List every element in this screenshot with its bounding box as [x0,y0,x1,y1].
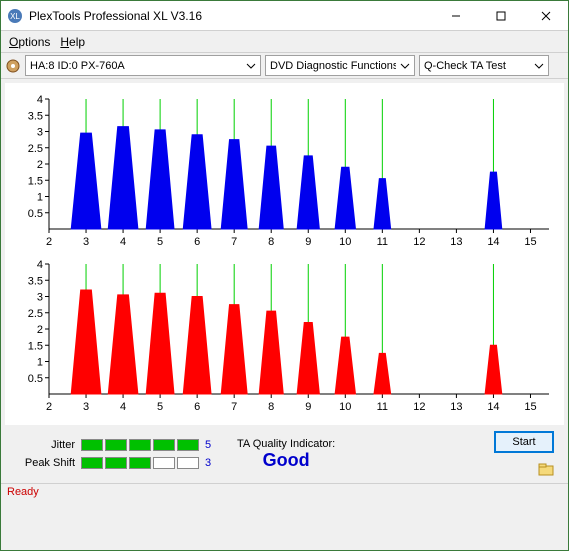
meter-segment [81,457,103,469]
bottom-chart: 0.5 1 1.5 2 2.5 3 3.5 4 2 3 4 5 6 7 8 9 10 11 12 13 14 15 [15,256,555,421]
close-button[interactable] [523,1,568,31]
quality-indicator: TA Quality Indicator: Good [237,438,335,471]
svg-text:2: 2 [37,159,43,171]
svg-text:3: 3 [37,292,43,304]
minimize-button[interactable] [433,1,478,31]
menu-options[interactable]: Options [9,35,50,49]
svg-text:3: 3 [83,236,89,248]
svg-text:13: 13 [450,401,462,413]
menubar: Options Help [1,31,568,53]
statusbar: Ready [1,483,568,503]
svg-text:1: 1 [37,192,43,204]
svg-text:10: 10 [339,401,351,413]
svg-text:4: 4 [37,94,43,106]
svg-text:14: 14 [487,401,499,413]
svg-text:2.5: 2.5 [28,143,43,155]
menu-help[interactable]: Help [60,35,85,49]
maximize-button[interactable] [478,1,523,31]
meter-segment [105,439,127,451]
test-select[interactable]: Q-Check TA Test [419,55,549,76]
jitter-meter: Jitter 5 [15,439,217,451]
svg-text:4: 4 [37,259,43,271]
svg-text:10: 10 [339,236,351,248]
drive-icon [5,58,21,74]
svg-text:3: 3 [37,127,43,139]
svg-text:3: 3 [83,401,89,413]
svg-text:9: 9 [305,236,311,248]
svg-text:4: 4 [120,401,126,413]
svg-text:0.5: 0.5 [28,208,43,220]
svg-text:7: 7 [231,401,237,413]
toolbar: HA:8 ID:0 PX-760A DVD Diagnostic Functio… [1,53,568,79]
app-icon: XL [7,8,23,24]
meter-segment [153,439,175,451]
svg-text:8: 8 [268,401,274,413]
svg-text:15: 15 [524,236,536,248]
peakshift-value: 3 [205,457,217,469]
svg-text:1.5: 1.5 [28,340,43,352]
meter-segment [177,457,199,469]
quality-value: Good [237,450,335,471]
svg-text:14: 14 [487,236,499,248]
svg-text:13: 13 [450,236,462,248]
svg-text:0.5: 0.5 [28,373,43,385]
svg-text:4: 4 [120,236,126,248]
svg-text:6: 6 [194,236,200,248]
meter-segment [177,439,199,451]
svg-text:2: 2 [46,236,52,248]
titlebar: XL PlexTools Professional XL V3.16 [1,1,568,31]
svg-text:2: 2 [46,401,52,413]
svg-text:1.5: 1.5 [28,175,43,187]
svg-text:11: 11 [377,236,388,248]
start-button[interactable]: Start [494,431,554,453]
top-chart: 0.5 1 1.5 2 2.5 3 3.5 4 2 3 4 5 6 7 8 9 10 11 12 13 14 15 [15,91,555,256]
chart-area: 0.511.522.533.5423456789101112131415 0.5… [5,83,564,425]
meter-segment [129,439,151,451]
svg-text:15: 15 [524,401,536,413]
svg-text:1: 1 [37,357,43,369]
meter-segment [105,457,127,469]
svg-text:9: 9 [305,401,311,413]
svg-text:XL: XL [10,12,20,21]
svg-text:5: 5 [157,401,163,413]
window-title: PlexTools Professional XL V3.16 [29,9,433,23]
meter-segment [81,439,103,451]
quality-label: TA Quality Indicator: [237,438,335,450]
svg-text:11: 11 [377,401,388,413]
svg-text:6: 6 [194,401,200,413]
drive-select[interactable]: HA:8 ID:0 PX-760A [25,55,261,76]
bottom-panel: Jitter 5 Peak Shift 3 TA Quality Indicat… [5,425,564,483]
svg-text:2.5: 2.5 [28,308,43,320]
peakshift-meter: Peak Shift 3 [15,457,217,469]
svg-text:5: 5 [157,236,163,248]
svg-text:8: 8 [268,236,274,248]
svg-text:7: 7 [231,236,237,248]
svg-text:12: 12 [413,236,425,248]
folder-icon[interactable] [538,461,554,477]
svg-text:12: 12 [413,401,425,413]
svg-text:3.5: 3.5 [28,275,43,287]
meter-segment [153,457,175,469]
meter-segment [129,457,151,469]
status-text: Ready [7,486,39,498]
meters: Jitter 5 Peak Shift 3 [15,439,217,469]
svg-text:3.5: 3.5 [28,110,43,122]
jitter-label: Jitter [15,439,75,451]
peakshift-label: Peak Shift [15,457,75,469]
svg-text:2: 2 [37,324,43,336]
function-select[interactable]: DVD Diagnostic Functions [265,55,415,76]
jitter-value: 5 [205,439,217,451]
